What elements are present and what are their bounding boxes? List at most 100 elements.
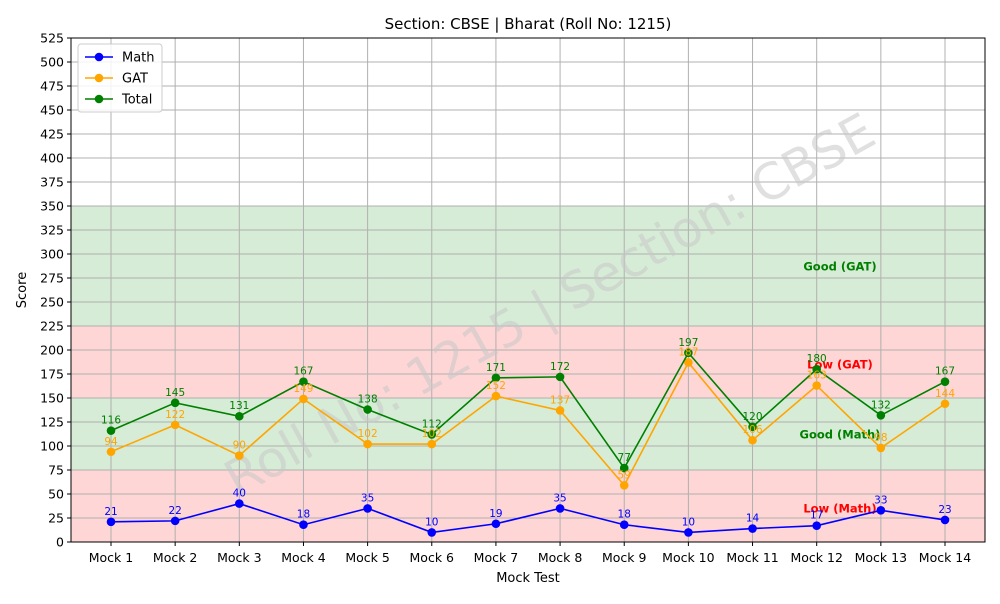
legend-label-math: Math	[122, 51, 155, 66]
data-label-math: 17	[810, 510, 823, 522]
data-point-total	[427, 430, 437, 439]
y-tick-label: 375	[40, 175, 64, 190]
data-point-total	[812, 364, 821, 374]
legend-label-total: Total	[121, 93, 152, 108]
data-label-math: 23	[938, 504, 951, 516]
band-2	[71, 326, 985, 398]
y-tick-label: 125	[40, 415, 64, 430]
data-point-gat	[363, 439, 372, 449]
data-label-math: 40	[233, 488, 246, 500]
data-point-math	[555, 504, 565, 513]
x-tick-label: Mock 10	[662, 550, 714, 565]
legend-label-gat: GAT	[122, 72, 148, 87]
data-label-total: 116	[101, 415, 121, 427]
data-label-total: 167	[293, 366, 313, 378]
data-labels: 21 22 40 18 35 10 19 35 18 10 14 17 33 23 94 122 90 149 10…	[101, 337, 955, 529]
y-tick-label: 450	[40, 103, 64, 118]
x-tick-label: Mock 3	[217, 550, 261, 565]
data-label-total: 131	[229, 400, 249, 412]
data-point-math	[299, 520, 308, 530]
data-label-math: 10	[682, 516, 695, 528]
band-3	[71, 206, 985, 326]
data-point-total	[491, 373, 501, 383]
data-label-math: 10	[425, 516, 438, 528]
data-label-math: 22	[168, 505, 181, 517]
y-tick-label: 525	[40, 31, 64, 46]
y-tick-label: 175	[40, 367, 64, 382]
y-tick-label: 500	[40, 55, 64, 70]
data-label-total: 180	[807, 353, 827, 365]
data-label-gat: 137	[550, 394, 570, 406]
series-layer	[106, 348, 950, 537]
data-point-math	[491, 519, 501, 529]
x-tick-label: Mock 11	[726, 550, 778, 565]
y-tick-label: 200	[40, 343, 64, 358]
band-label-3: Good (GAT)	[803, 259, 876, 273]
series-line-math	[110, 502, 946, 534]
y-tick-label: 475	[40, 79, 64, 94]
data-point-total	[235, 411, 244, 421]
data-label-gat: 149	[293, 383, 313, 395]
data-label-math: 19	[489, 508, 502, 520]
y-tick-label: 425	[40, 127, 64, 142]
data-label-math: 21	[104, 506, 117, 518]
data-point-gat	[235, 451, 244, 460]
data-point-total	[363, 405, 372, 414]
data-label-total: 138	[358, 394, 378, 406]
data-point-math	[363, 504, 372, 513]
data-point-math	[427, 528, 437, 537]
data-point-math	[812, 521, 821, 530]
data-label-gat: 144	[935, 388, 955, 400]
data-point-total	[170, 398, 180, 408]
axes: 0 25 50 75 100 125 150 175 200 225 250 275 300 325 350…	[40, 31, 971, 566]
x-tick-label: Mock 9	[602, 550, 647, 565]
data-point-math	[748, 524, 757, 533]
threshold-bands	[71, 206, 985, 542]
data-label-gat: 163	[807, 370, 827, 382]
data-label-gat: 106	[743, 424, 763, 436]
x-tick-label: Mock 7	[474, 550, 518, 565]
data-label-total: 77	[618, 452, 631, 464]
data-point-total	[748, 422, 757, 432]
legend-marker-total	[94, 94, 104, 104]
data-label-total: 172	[550, 361, 570, 373]
data-point-math	[876, 506, 886, 515]
data-point-total	[684, 348, 693, 358]
data-point-gat	[170, 420, 180, 430]
band-label-2: Low (GAT)	[807, 357, 873, 371]
x-tick-label: Mock 1	[89, 550, 133, 565]
data-label-gat: 102	[422, 428, 442, 440]
data-point-math	[940, 515, 950, 525]
data-label-total: 167	[935, 366, 955, 378]
band-label-1: Good (Math)	[800, 427, 881, 441]
y-tick-label: 325	[40, 223, 64, 238]
data-label-total: 171	[486, 362, 506, 374]
data-point-gat	[619, 481, 629, 490]
data-label-math: 35	[553, 492, 566, 504]
data-point-gat	[748, 435, 757, 445]
data-label-gat: 98	[874, 432, 887, 444]
chart-title: Section: CBSE | Bharat (Roll No: 1215)	[385, 15, 672, 33]
series-line-total	[110, 351, 946, 470]
data-label-total: 132	[871, 399, 891, 411]
data-point-gat	[684, 358, 693, 367]
data-label-gat: 152	[486, 380, 506, 392]
series-line-gat	[110, 361, 946, 487]
data-label-gat: 187	[678, 346, 698, 358]
data-label-gat: 102	[358, 428, 378, 440]
y-tick-label: 150	[40, 391, 64, 406]
y-tick-label: 350	[40, 199, 64, 214]
data-label-gat: 59	[618, 469, 631, 481]
data-label-total: 120	[743, 411, 763, 423]
plot-frame	[70, 37, 986, 543]
data-label-math: 14	[746, 513, 760, 525]
y-tick-label: 50	[48, 487, 64, 502]
data-label-math: 35	[361, 492, 374, 504]
data-label-math: 33	[874, 494, 887, 506]
data-point-math	[684, 528, 693, 537]
data-point-total	[299, 377, 308, 386]
y-tick-label: 0	[56, 535, 64, 550]
data-point-gat	[491, 391, 501, 401]
data-point-math	[619, 520, 629, 530]
